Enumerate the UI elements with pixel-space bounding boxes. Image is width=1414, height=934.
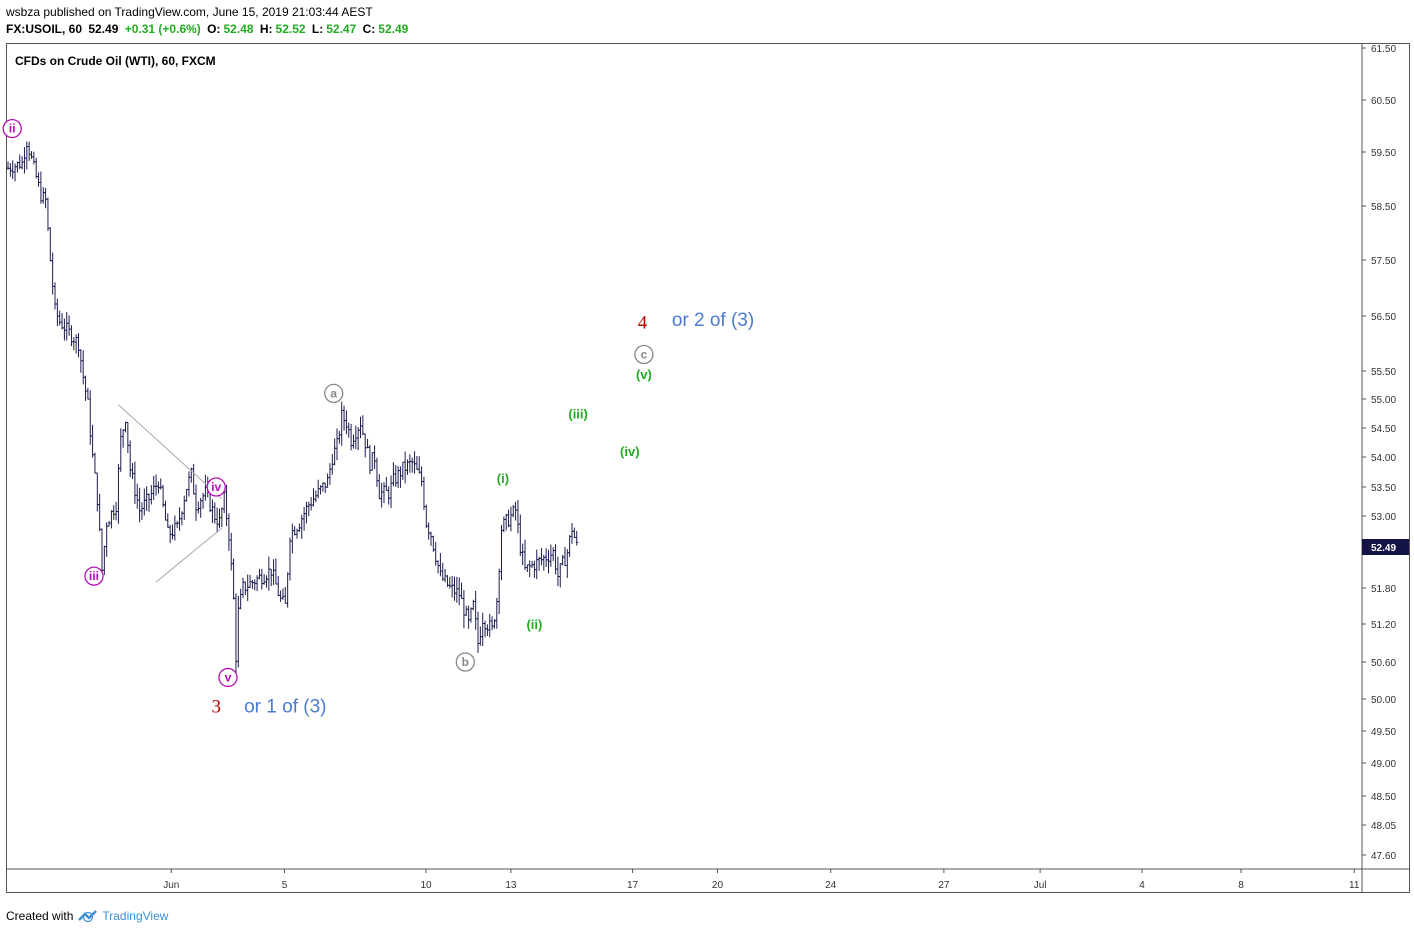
ohlc-close-value: 52.49 <box>378 22 409 36</box>
wave-count-label: or 2 of (3) <box>672 310 754 331</box>
wave-label: (ii) <box>526 617 542 632</box>
x-tick-label: Jun <box>163 880 179 891</box>
last-price-label: 52.49 <box>1371 543 1396 554</box>
wave-label: iv <box>211 480 221 494</box>
wave-label: (i) <box>497 471 509 486</box>
y-tick-label: 50.00 <box>1371 695 1396 706</box>
wave-label: c <box>641 348 648 362</box>
ohlc-close-label: C: <box>362 22 376 36</box>
y-tick-label: 49.00 <box>1371 759 1396 770</box>
created-with-text: Created with <box>6 909 74 923</box>
y-tick-label: 47.60 <box>1371 851 1396 862</box>
triangle-trendline <box>155 527 223 583</box>
ohlc-open-value: 52.48 <box>223 22 254 36</box>
x-tick-label: 5 <box>282 880 288 891</box>
wave-count-label: or 1 of (3) <box>244 696 326 717</box>
x-tick-label: 4 <box>1139 880 1145 891</box>
ohlc-low-value: 52.47 <box>326 22 357 36</box>
ohlc-low-label: L: <box>311 22 324 36</box>
ohlc-open-label: O: <box>207 22 221 36</box>
footer: Created with TradingView <box>6 909 168 923</box>
symbol-legend: FX:USOIL, 60 52.49 +0.31 (+0.6%) O: 52.48… <box>6 22 411 36</box>
y-tick-label: 54.50 <box>1371 424 1396 435</box>
wave-label: ii <box>9 122 16 136</box>
wave-label: iii <box>89 569 99 583</box>
last-price: 52.49 <box>88 22 119 36</box>
tradingview-brand[interactable]: TradingView <box>102 909 169 923</box>
x-tick-label: 10 <box>420 880 432 891</box>
tradingview-logo-icon <box>78 910 98 922</box>
y-tick-label: 55.50 <box>1371 367 1396 378</box>
y-tick-label: 57.50 <box>1371 256 1396 267</box>
wave-label-circle <box>218 667 238 688</box>
x-tick-label: 17 <box>627 880 639 891</box>
y-tick-label: 60.50 <box>1371 96 1396 107</box>
x-tick-label: 13 <box>505 880 517 891</box>
wave-label: (iv) <box>620 444 640 459</box>
y-tick-label: 48.50 <box>1371 792 1396 803</box>
y-tick-label: 53.50 <box>1371 483 1396 494</box>
wave-label: (iii) <box>568 407 588 422</box>
wave-label: a <box>330 386 337 400</box>
x-tick-label: 11 <box>1349 880 1360 891</box>
wave-label-circle <box>84 566 104 586</box>
y-tick-label: 59.50 <box>1371 148 1396 159</box>
wave-count-label: 4 <box>638 313 648 334</box>
last-price-tag <box>1362 539 1409 555</box>
chart-title: CFDs on Crude Oil (WTI), 60, FXCM <box>15 54 216 68</box>
y-tick-label: 56.50 <box>1371 312 1396 323</box>
y-tick-label: 50.60 <box>1371 658 1396 669</box>
published-text: published on TradingView.com, June 15, 2… <box>43 5 373 19</box>
y-tick-label: 54.00 <box>1371 453 1396 464</box>
y-tick-label: 48.05 <box>1371 821 1396 832</box>
chart-frame <box>6 43 1410 893</box>
price-change: +0.31 (+0.6%) <box>124 22 201 36</box>
x-tick-label: Jul <box>1034 880 1047 891</box>
y-tick-label: 49.50 <box>1371 727 1396 738</box>
symbol-name: FX:USOIL, 60 <box>6 22 83 36</box>
x-tick-label: 20 <box>712 880 724 891</box>
y-tick-label: 51.20 <box>1371 620 1396 631</box>
wave-label-circle <box>2 118 22 139</box>
publisher-name[interactable]: wsbza <box>6 5 41 19</box>
x-tick-label: 27 <box>938 880 950 891</box>
y-tick-label: 61.50 <box>1371 44 1396 55</box>
wave-label-circle <box>455 652 475 672</box>
y-tick-label: 58.50 <box>1371 202 1396 213</box>
ohlc-high-label: H: <box>259 22 273 36</box>
publish-info: wsbza published on TradingView.com, June… <box>6 5 373 19</box>
x-tick-label: 8 <box>1238 880 1244 891</box>
x-tick-label: 24 <box>825 880 837 891</box>
wave-label: (v) <box>636 367 652 382</box>
ohlc-high-value: 52.52 <box>275 22 306 36</box>
wave-label-circle <box>206 477 226 497</box>
wave-label: v <box>225 670 232 684</box>
wave-label-circle <box>324 383 344 404</box>
triangle-trendline <box>118 404 223 499</box>
y-tick-label: 51.80 <box>1371 584 1396 595</box>
y-tick-label: 55.00 <box>1371 395 1396 406</box>
wave-count-label: 3 <box>211 696 221 717</box>
wave-label: b <box>462 655 469 669</box>
y-tick-label: 53.00 <box>1371 512 1396 523</box>
wave-label-circle <box>634 344 654 365</box>
